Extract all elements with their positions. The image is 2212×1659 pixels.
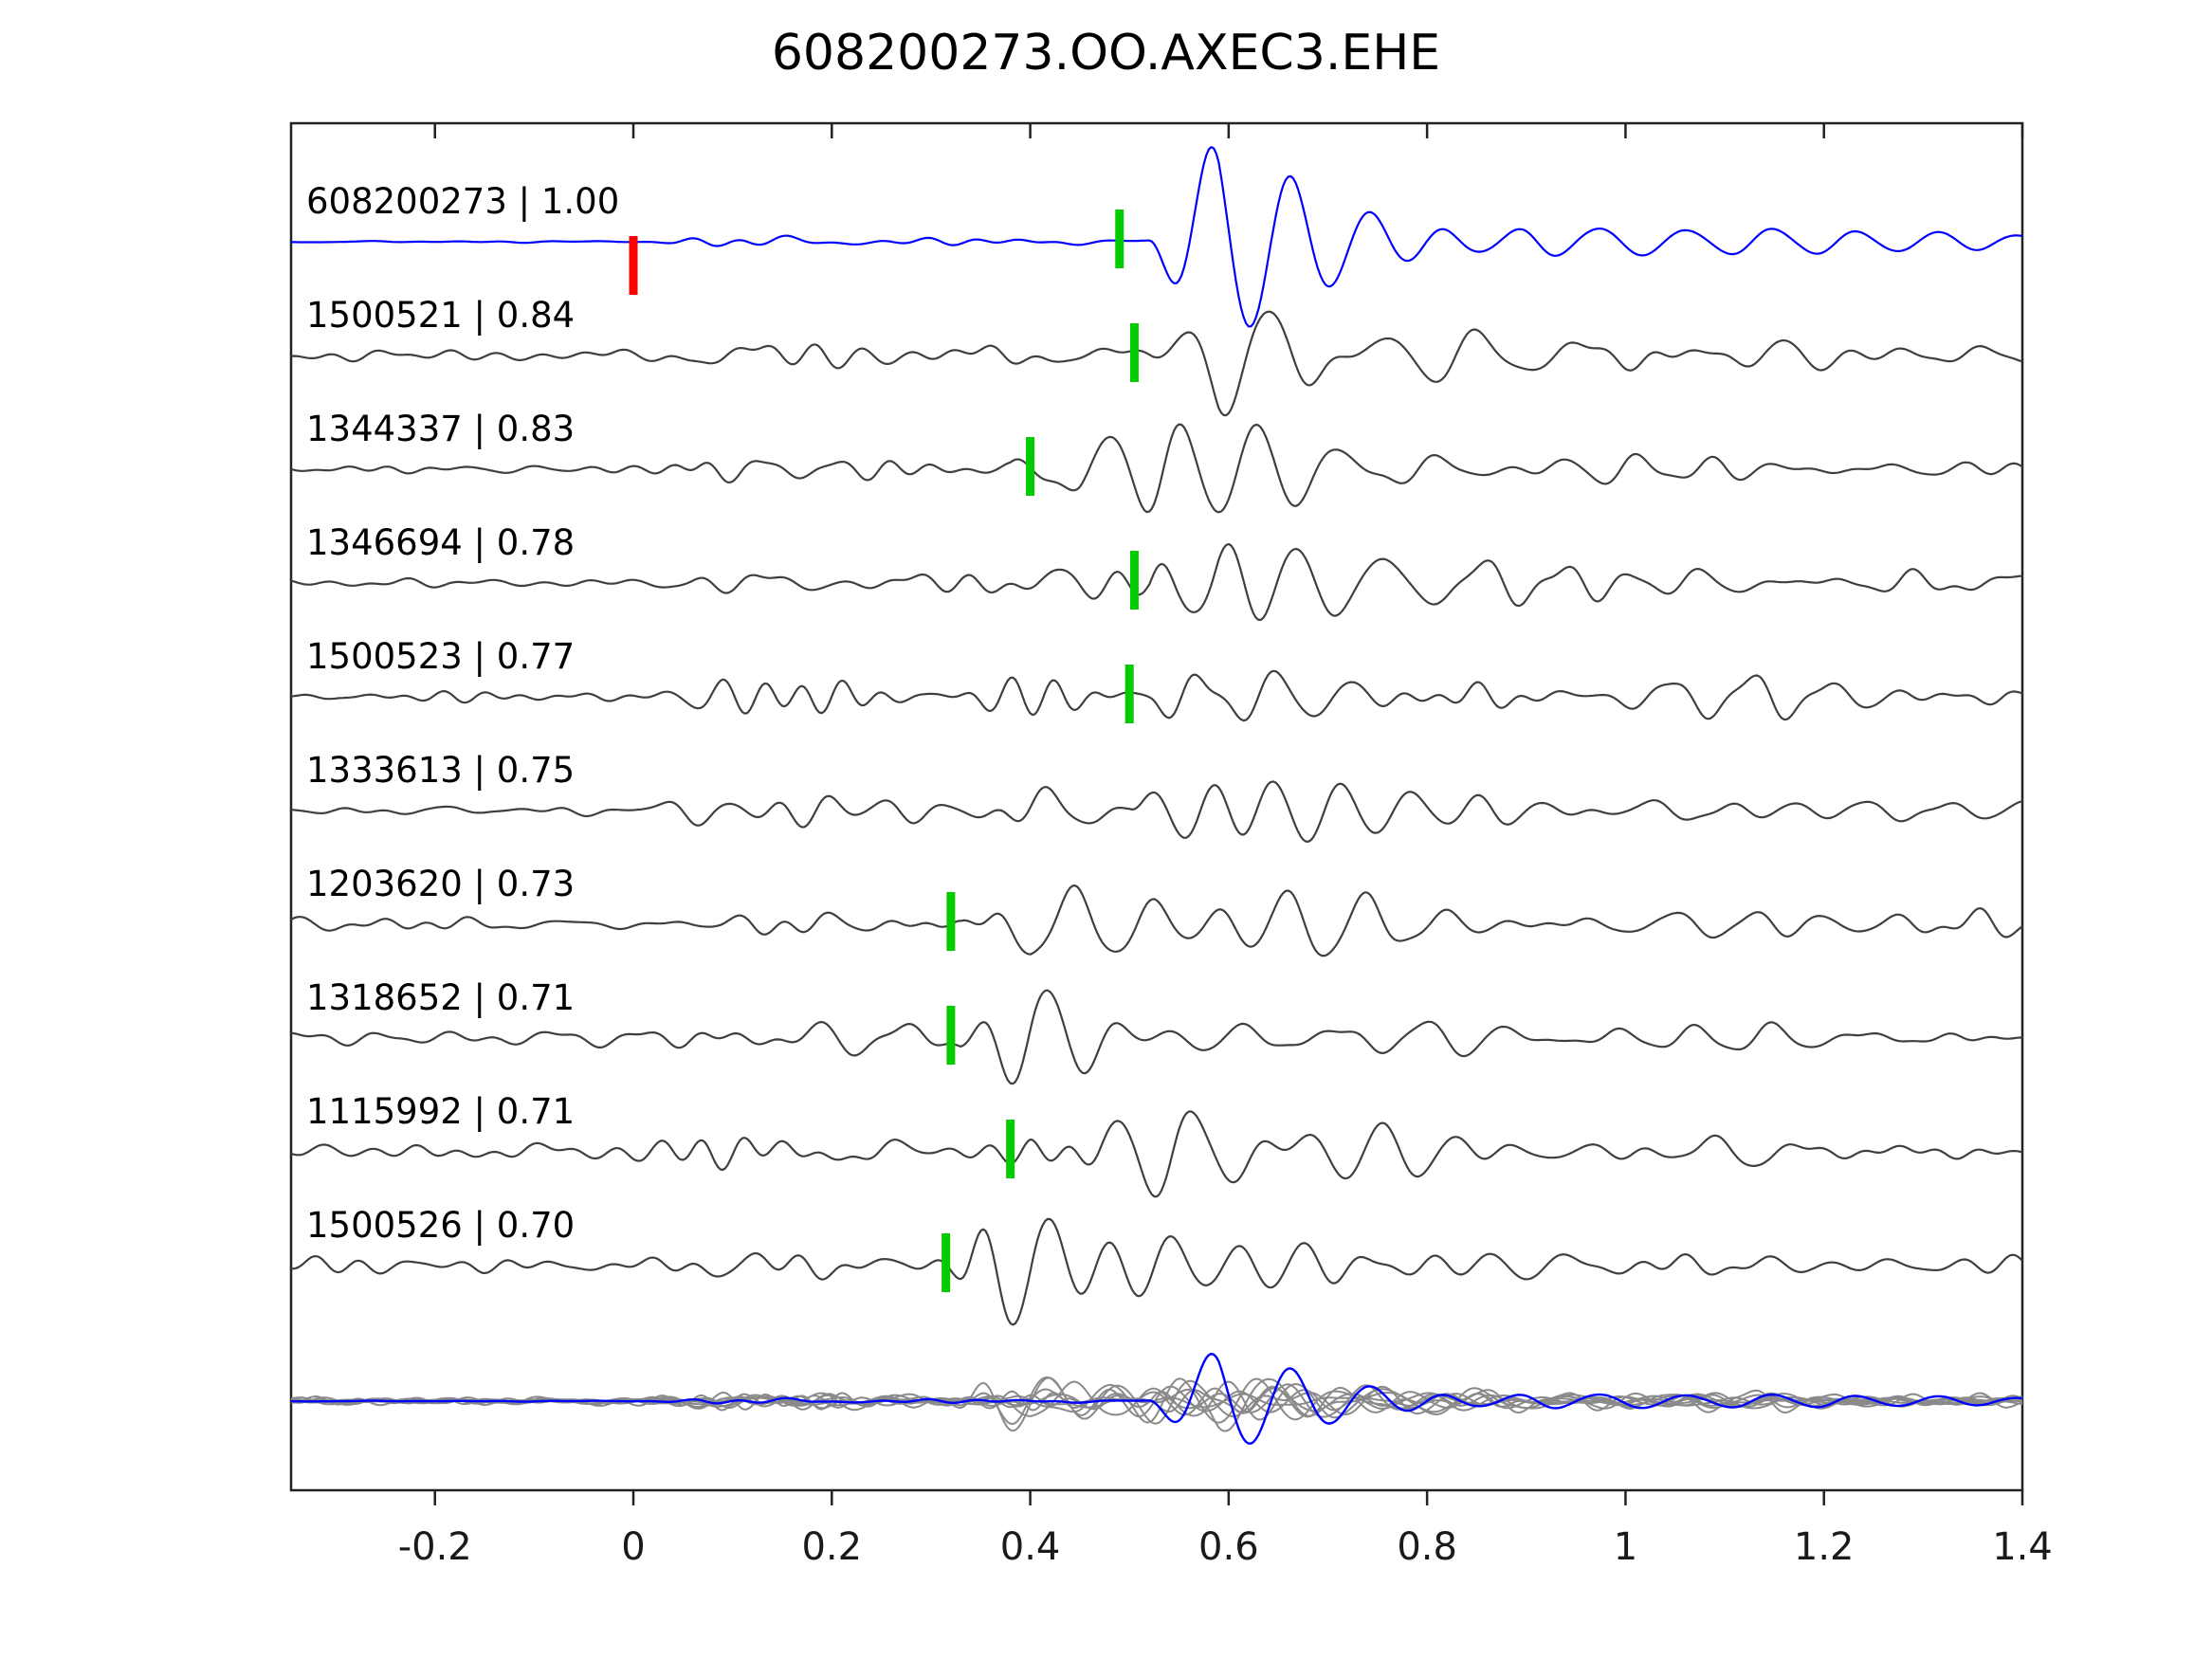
overlay-match-trace	[290, 1376, 2023, 1432]
pick-marker	[1129, 551, 1139, 610]
trace-label: 1500526 | 0.70	[306, 1205, 575, 1246]
x-tick-label: -0.2	[398, 1525, 472, 1569]
x-tick-label: 1.2	[1794, 1525, 1855, 1569]
pick-marker	[1124, 665, 1134, 723]
pick-marker	[1115, 210, 1124, 268]
trace-label: 1344337 | 0.83	[306, 409, 575, 449]
x-tick-label: 1	[1614, 1525, 1637, 1569]
match-trace	[290, 310, 2023, 417]
trace-label: 1346694 | 0.78	[306, 522, 575, 563]
trace-label: 1203620 | 0.73	[306, 864, 575, 904]
pick-marker	[1129, 323, 1139, 382]
trace-label: 1500521 | 0.84	[306, 295, 575, 336]
match-trace	[290, 669, 2023, 722]
x-tick-label: 0.4	[1000, 1525, 1061, 1569]
match-trace	[290, 1217, 2023, 1326]
template-trace	[290, 146, 2023, 328]
template-origin-marker	[629, 236, 638, 295]
pick-marker	[946, 1006, 956, 1065]
trace-label: 1115992 | 0.71	[306, 1091, 575, 1132]
axes-box	[289, 121, 2024, 1492]
x-tick-label: 0	[621, 1525, 645, 1569]
pick-marker	[941, 1233, 951, 1292]
trace-label: 1333613 | 0.75	[306, 750, 575, 791]
x-tick-label: 0.6	[1198, 1525, 1259, 1569]
trace-label: 608200273 | 1.00	[306, 181, 619, 222]
x-tick-label: 0.2	[801, 1525, 862, 1569]
match-trace	[290, 989, 2022, 1085]
figure-title: 608200273.OO.AXEC3.EHE	[771, 25, 1441, 82]
pick-marker	[946, 892, 956, 951]
match-trace	[290, 1110, 2023, 1198]
match-trace	[290, 780, 2023, 843]
x-tick-label: 1.4	[1992, 1525, 2053, 1569]
trace-label: 1500523 | 0.77	[306, 636, 575, 677]
x-tick-label: 0.8	[1397, 1525, 1457, 1569]
pick-marker	[1006, 1120, 1015, 1178]
overlay-template-trace	[291, 1352, 2023, 1445]
match-trace	[290, 542, 2022, 621]
match-trace	[290, 884, 2023, 957]
pick-marker	[1026, 437, 1035, 496]
match-trace	[290, 423, 2023, 514]
trace-label: 1318652 | 0.71	[306, 977, 575, 1018]
